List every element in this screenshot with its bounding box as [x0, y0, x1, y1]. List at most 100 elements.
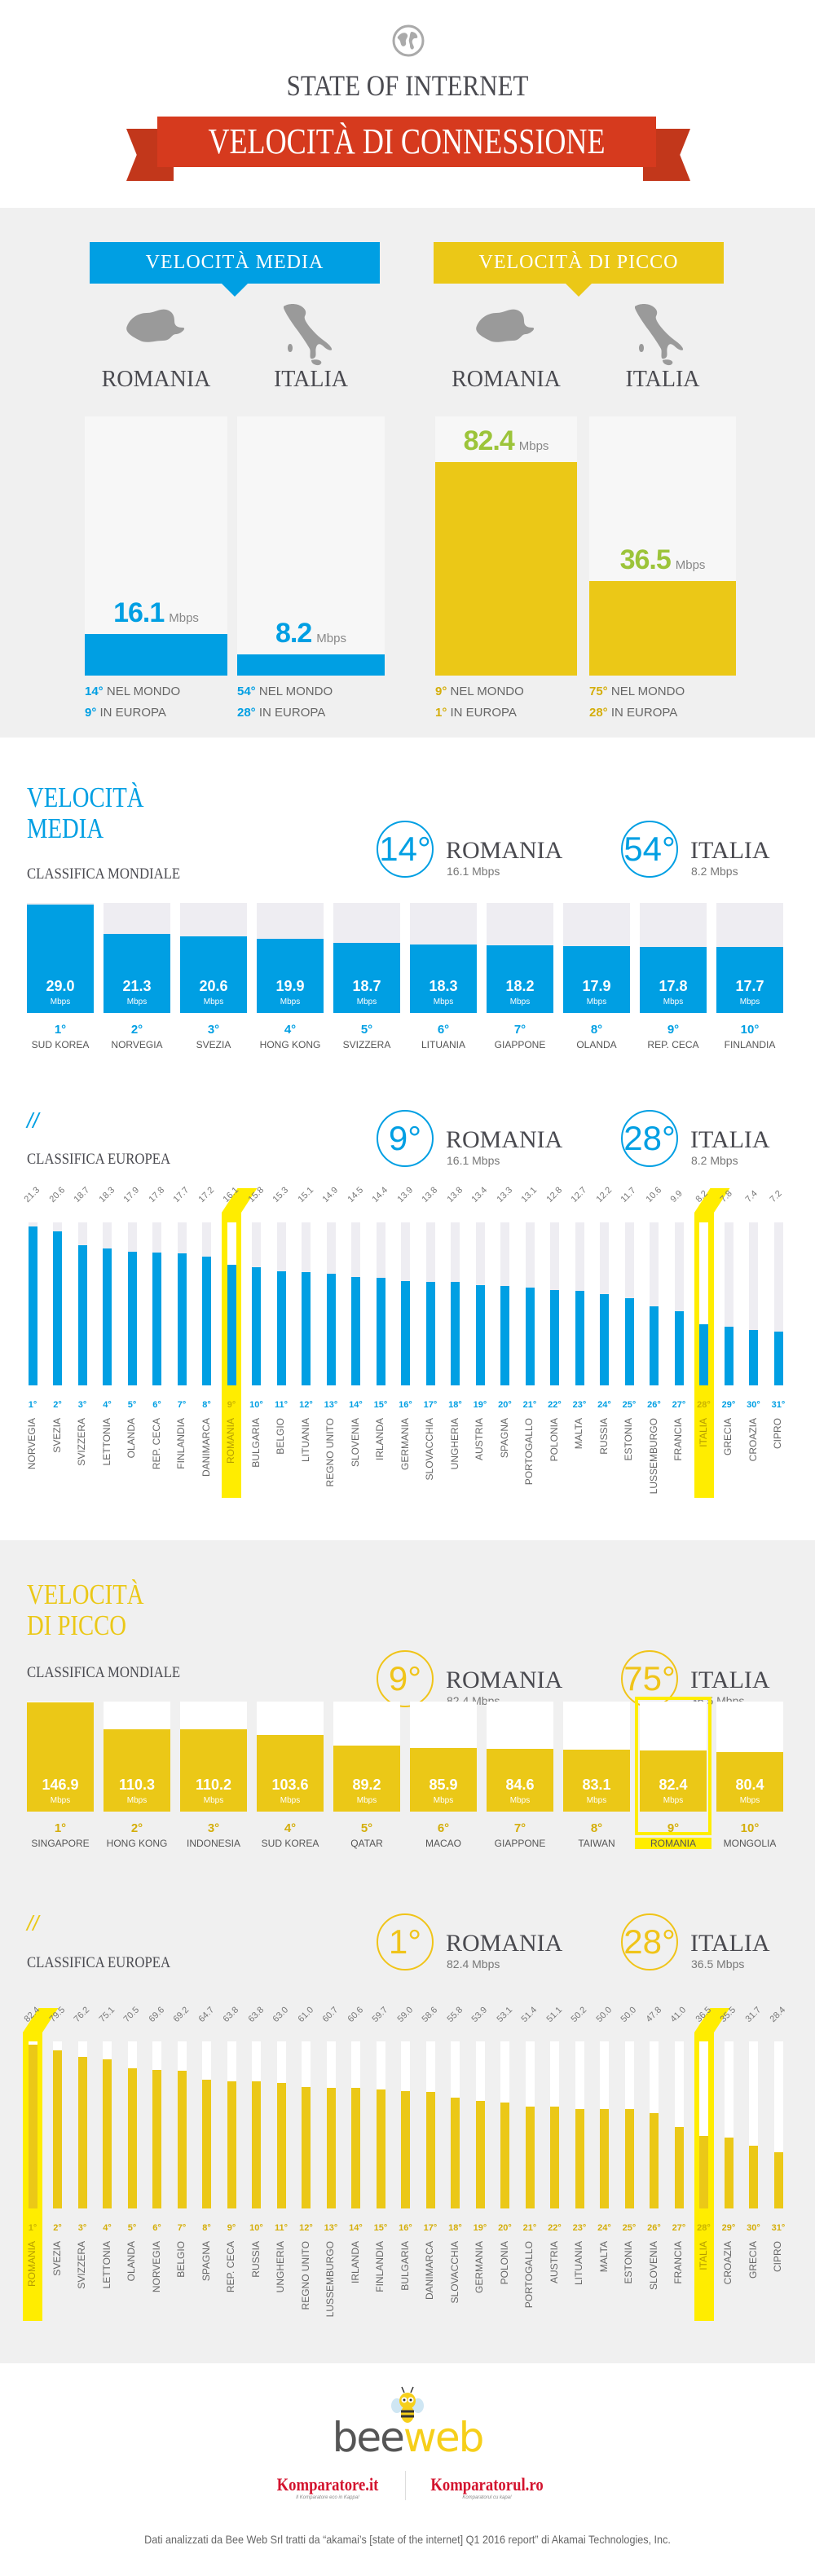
speed-number: 16.1 [113, 597, 165, 628]
banner-label: VELOCITÀ DI PICCO [478, 252, 679, 273]
country-label: BELGIO [175, 2241, 187, 2278]
speed-bar-fill [85, 633, 227, 676]
rank-label: 8° [202, 2223, 211, 2233]
chart-column: 17.7 Mbps 10° FINLANDIA [716, 903, 783, 1066]
bar-track [674, 2041, 684, 2208]
country-name: ITALIA [625, 367, 700, 392]
country-label: ROMANIA [26, 2241, 37, 2288]
rank-number: 28° [237, 706, 256, 720]
rank-badge: 54° [621, 821, 678, 878]
bar-track [475, 1222, 485, 1385]
country-label: GERMANIA [399, 1418, 411, 1471]
bar-fill [276, 1270, 286, 1385]
rank-label: 18° [448, 1400, 462, 1410]
rank-label: 13° [324, 1400, 338, 1410]
bar-fill [177, 2071, 187, 2208]
bar-track [624, 2041, 634, 2208]
bar-track: 18.2 Mbps [487, 903, 553, 1013]
bar-track [724, 1222, 734, 1385]
country-label: UNGHERIA [275, 2241, 286, 2293]
bar-fill [724, 1327, 734, 1385]
partner-name: Komparatore.it [276, 2474, 379, 2495]
bar-fill [500, 2103, 509, 2208]
country-name: ROMANIA [101, 367, 211, 392]
country-label: SINGAPORE [31, 1838, 90, 1849]
bar-value-label: 29.0 [46, 978, 75, 994]
bar-value-label: 14.9 [320, 1185, 341, 1204]
rank-number: 14° [85, 685, 104, 698]
bar-unit-label: Mbps [356, 1796, 377, 1805]
country-label: ITALIA [697, 2241, 709, 2270]
bar-track [500, 2041, 509, 2208]
ribbon-text: VELOCITÀ DI CONNESSIONE [208, 121, 606, 161]
chart-column: 84.6 Mbps 7° GIAPPONE [487, 1702, 553, 1865]
chart-column: 17.9 Mbps 8° OLANDA [563, 903, 630, 1066]
bar-fill [724, 2138, 734, 2208]
badge-country: ROMANIA [446, 1667, 563, 1693]
bar-fill [401, 2091, 410, 2208]
rank-label: 9° [667, 1821, 680, 1835]
country-label: LETTONIA [100, 2241, 112, 2289]
rank-label: 7° [177, 1400, 187, 1410]
banner-label: VELOCITÀ MEDIA [145, 252, 324, 273]
heading-europe-ranking: CLASSIFICA EUROPEA [27, 1151, 171, 1168]
bar-value-label: 19.9 [275, 978, 305, 994]
banner-velocita-media: VELOCITÀ MEDIA [90, 242, 380, 297]
bar-value-label: 9.9 [668, 1188, 685, 1204]
rank-label: 24° [597, 1400, 611, 1410]
country-label: SVEZIA [51, 1418, 63, 1453]
bar-fill [475, 2101, 485, 2208]
bar-track [202, 2041, 211, 2208]
country-label: LUSSEMBURGO [324, 2241, 336, 2318]
rank-number: 54° [237, 685, 256, 698]
rank-label: NEL MONDO [607, 685, 685, 698]
rank-label: 28° [697, 1400, 711, 1410]
rank-label: 15° [373, 2223, 388, 2233]
chart-column: 19.9 Mbps 4° HONG KONG [257, 903, 324, 1066]
bar-unit-label: Mbps [50, 1796, 71, 1805]
rank-label: 2° [53, 2223, 62, 2233]
bar-unit-label: Mbps [509, 997, 531, 1006]
country-label: NORVEGIA [111, 1039, 163, 1050]
rank-label: 19° [473, 1400, 487, 1410]
rank-label: 1° [28, 2223, 37, 2233]
bar-fill [425, 2092, 435, 2208]
section-title-picco: VELOCITÀ DI PICCO [27, 1579, 143, 1641]
bar-value-label: 146.9 [42, 1777, 79, 1793]
rank-label: 5° [127, 1400, 137, 1410]
rank-label: 30° [747, 1400, 760, 1410]
title-line: DI PICCO [27, 1609, 127, 1641]
bar-value-label: 89.2 [352, 1777, 381, 1793]
bar-fill [699, 1323, 708, 1385]
bar-track [152, 1222, 161, 1385]
speed-bar-romania: 82.4 Mbps [435, 416, 577, 676]
rank-label: 21° [522, 1400, 537, 1410]
bar-unit-label: Mbps [663, 1796, 684, 1805]
bar-fill [600, 1294, 609, 1385]
badge-speed: 8.2 Mbps [691, 1154, 738, 1167]
country-label: SPAGNA [498, 1418, 510, 1459]
country-label: BELGIO [275, 1418, 286, 1455]
rank-label: 15° [373, 1400, 388, 1410]
bar-fill [77, 2057, 87, 2208]
bar-value-label: 18.3 [97, 1185, 117, 1204]
bar-track [401, 2041, 410, 2208]
rank-label: IN EUROPA [447, 706, 517, 720]
bar-track [276, 2041, 286, 2208]
country-label: DANIMARCA [200, 1418, 212, 1477]
rank-label: 11° [274, 1400, 289, 1410]
bar-value-label: 13.8 [445, 1185, 465, 1204]
country-label: SVIZZERA [76, 2241, 87, 2289]
rank-label: 1° [54, 1023, 67, 1037]
komparatorul-ro-logo[interactable]: Komparatorul.ro Komparatorul cu kapa! [420, 2474, 554, 2500]
country-label: SVEZIA [196, 1039, 231, 1050]
bar-unit-label: Mbps [433, 997, 454, 1006]
bar-value-label: 13.3 [495, 1185, 514, 1204]
country-label: ROMANIA [635, 1838, 711, 1849]
bar-fill [177, 1253, 187, 1385]
bar-fill [451, 1282, 460, 1385]
komparatore-it-logo[interactable]: Komparatore.it Il Komparatore eco in Kap… [262, 2474, 393, 2500]
speed-bar-italia: 8.2 Mbps [237, 416, 385, 676]
rank-label: 1° [28, 1400, 37, 1410]
country-label: ESTONIA [623, 1418, 634, 1461]
